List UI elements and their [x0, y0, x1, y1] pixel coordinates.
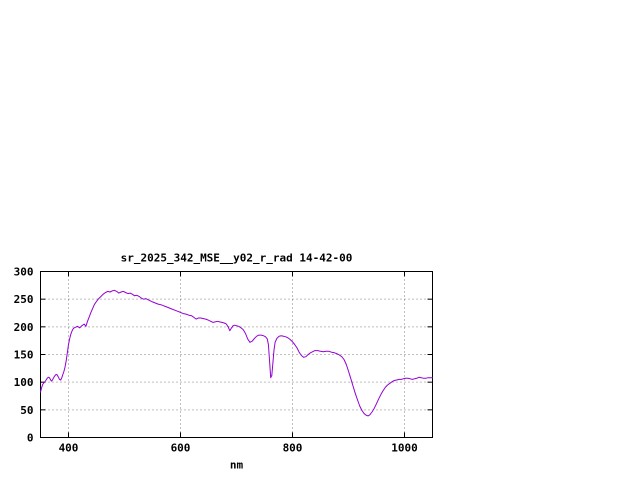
y-tick-label: 300: [14, 266, 34, 279]
y-tick-label: 200: [14, 321, 34, 334]
y-tick-label: 150: [14, 349, 34, 362]
x-tick-label: 600: [171, 442, 191, 455]
y-tick-label: 50: [20, 404, 33, 417]
y-tick-label: 250: [14, 293, 34, 306]
grid-lines: [40, 271, 433, 438]
axis-ticks: [40, 271, 433, 438]
chart-title: sr_2025_342_MSE__y02_r_rad 14-42-00: [121, 252, 353, 265]
y-tick-label: 0: [27, 432, 34, 445]
x-tick-label: 1000: [391, 442, 418, 455]
x-tick-label: 800: [283, 442, 303, 455]
x-axis-label: nm: [230, 459, 244, 472]
y-tick-label: 100: [14, 376, 34, 389]
tick-labels: 400 600 800 1000 0 50 100 150 200 250 300: [14, 266, 418, 455]
data-line: [40, 289, 433, 417]
x-tick-label: 400: [59, 442, 79, 455]
